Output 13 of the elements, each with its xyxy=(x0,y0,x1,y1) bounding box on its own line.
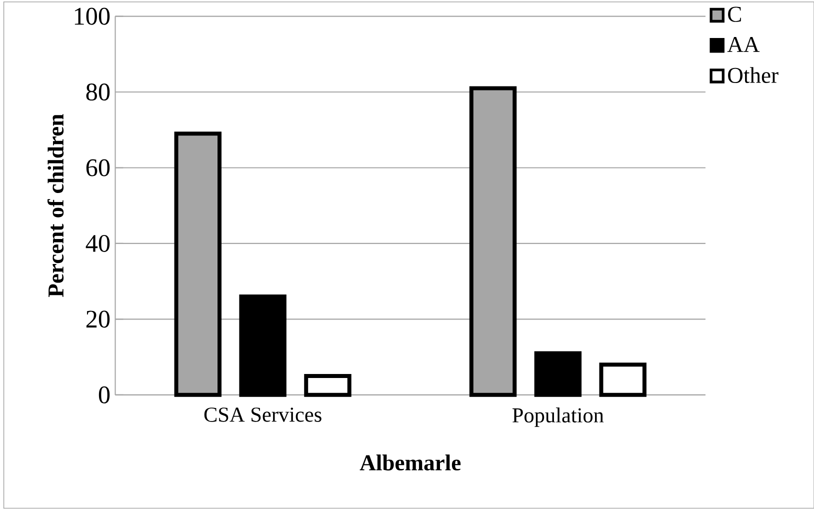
legend-label: AA xyxy=(727,36,760,52)
y-tick-label: 80 xyxy=(86,84,110,101)
x-tick-label: Population xyxy=(512,408,604,427)
y-tick-label: 60 xyxy=(86,159,110,176)
x-tick-label: CSA Services xyxy=(204,408,322,422)
legend-label: C xyxy=(728,6,741,22)
y-axis-title: Percent of children xyxy=(47,114,64,297)
y-tick-label: 40 xyxy=(86,234,110,252)
x-axis-title: Albemarle xyxy=(360,454,461,470)
y-tick-label: 20 xyxy=(86,310,110,328)
y-tick-label: 0 xyxy=(98,386,110,404)
y-tick-label: 100 xyxy=(74,8,110,25)
legend-label: Other xyxy=(728,67,778,84)
